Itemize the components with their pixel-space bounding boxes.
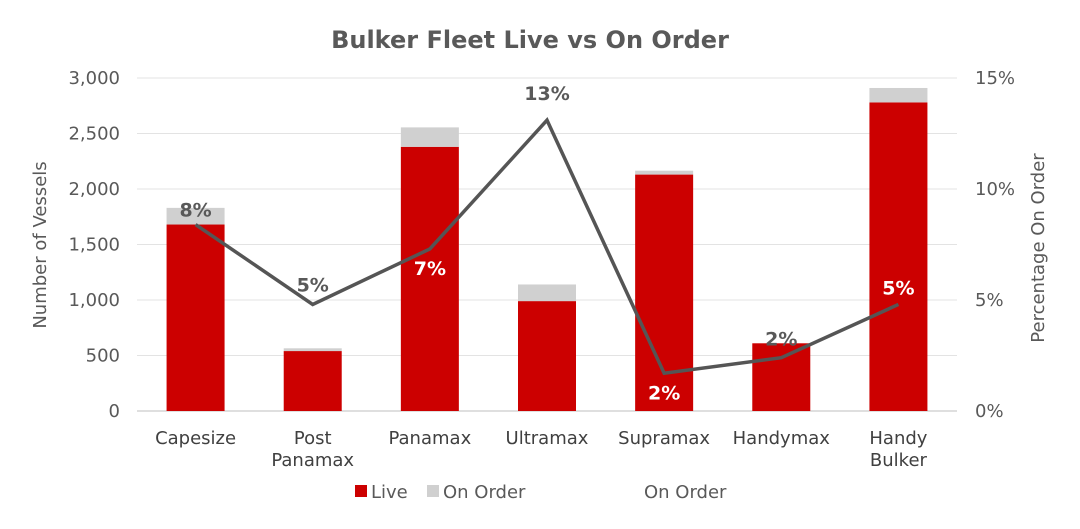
bar-live bbox=[635, 174, 694, 411]
bar-on-order bbox=[518, 284, 576, 302]
line-on-order-pct bbox=[194, 117, 900, 376]
bar-live bbox=[283, 351, 342, 411]
data-label: 13% bbox=[524, 83, 569, 105]
legend-swatch bbox=[427, 485, 439, 497]
x-tick-label: Panamax bbox=[388, 428, 471, 449]
data-label: 2% bbox=[648, 382, 680, 404]
bar-on-order bbox=[635, 170, 694, 175]
data-label: 7% bbox=[414, 258, 446, 280]
y-tick-label: 0 bbox=[109, 401, 120, 422]
bar-on-order bbox=[869, 87, 928, 103]
left-axis-ticks: 0 500 1,000 1,500 2,000 2,500 3,000 bbox=[68, 68, 120, 422]
bar-live bbox=[518, 301, 576, 411]
bar-on-order bbox=[166, 207, 225, 225]
x-tick-label: Panamax bbox=[271, 450, 354, 471]
bar-live bbox=[869, 102, 928, 412]
legend-label: On Order bbox=[443, 482, 526, 503]
bar-live bbox=[752, 343, 811, 411]
x-tick-label: Handy bbox=[869, 428, 927, 449]
y-tick-label: 2,000 bbox=[68, 179, 120, 200]
right-axis-ticks: 0% 5% 10% 15% bbox=[975, 68, 1015, 422]
y-tick-label: 1,000 bbox=[68, 290, 120, 311]
x-tick-label: Supramax bbox=[618, 428, 710, 449]
line-series bbox=[194, 117, 900, 376]
y2-axis-title: Percentage On Order bbox=[1028, 153, 1049, 343]
y2-tick-label: 5% bbox=[975, 290, 1004, 311]
data-labels: 8% 5% 7% 13% 2% 2% 5% bbox=[179, 83, 914, 404]
legend-label: On Order bbox=[644, 482, 727, 503]
legend: Live On Order On Order bbox=[355, 482, 727, 503]
x-tick-label: Capesize bbox=[155, 428, 236, 449]
legend-swatch bbox=[355, 485, 367, 497]
x-tick-label: Handymax bbox=[733, 428, 831, 449]
y-tick-label: 2,500 bbox=[68, 124, 120, 145]
x-tick-label: Ultramax bbox=[506, 428, 589, 449]
legend-label: Live bbox=[371, 482, 408, 503]
bar-on-order bbox=[283, 348, 342, 352]
y-tick-label: 500 bbox=[86, 346, 120, 367]
y2-tick-label: 15% bbox=[975, 68, 1015, 89]
y-axis-title: Number of Vessels bbox=[30, 161, 51, 328]
x-tick-label: Bulker bbox=[870, 450, 928, 471]
data-label: 2% bbox=[765, 329, 797, 351]
y2-tick-label: 10% bbox=[975, 179, 1015, 200]
bar-live bbox=[400, 146, 459, 411]
x-tick-label: Post bbox=[294, 428, 332, 449]
chart-title: Bulker Fleet Live vs On Order bbox=[331, 26, 729, 54]
bar-live bbox=[166, 224, 225, 411]
data-label: 8% bbox=[179, 200, 211, 222]
y2-tick-label: 0% bbox=[975, 401, 1004, 422]
bar-on-order bbox=[400, 127, 459, 147]
data-label: 5% bbox=[297, 274, 329, 296]
y-tick-label: 3,000 bbox=[68, 68, 120, 89]
bars bbox=[166, 87, 928, 412]
data-label: 5% bbox=[882, 277, 914, 299]
y-tick-label: 1,500 bbox=[68, 235, 120, 256]
